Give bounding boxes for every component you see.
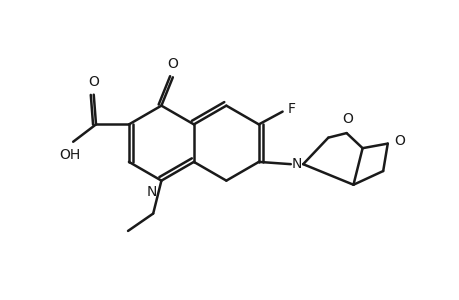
Text: O: O [88, 75, 99, 89]
Text: O: O [394, 134, 405, 148]
Text: O: O [167, 57, 178, 71]
Text: O: O [341, 112, 352, 126]
Text: N: N [291, 157, 301, 171]
Text: F: F [286, 102, 295, 116]
Text: OH: OH [59, 148, 80, 162]
Text: N: N [146, 185, 157, 199]
